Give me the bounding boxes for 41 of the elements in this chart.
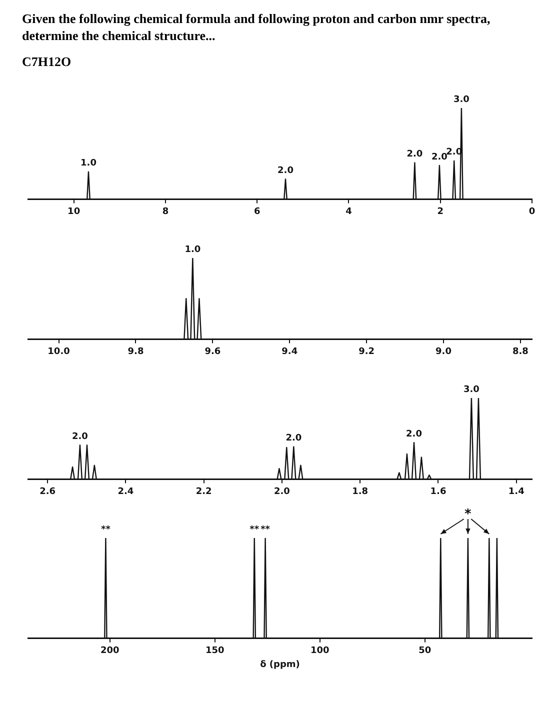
annotation: * <box>464 506 472 522</box>
x-tick-label: 2.0 <box>274 486 290 497</box>
x-tick-label: 1.6 <box>430 486 446 497</box>
annotation: 2.0 <box>431 152 448 162</box>
x-tick-label: 4 <box>346 206 352 217</box>
x-tick-label: 150 <box>206 646 224 656</box>
annotation: ** <box>250 524 260 535</box>
x-tick-label: 1.4 <box>508 486 524 497</box>
x-tick-label: 8 <box>162 206 169 217</box>
x-tick-label: 9.6 <box>204 346 221 357</box>
x-tick-label: 9.8 <box>128 346 144 357</box>
annotation: 2.0 <box>286 434 302 444</box>
annotation: 2.0 <box>278 166 294 176</box>
x-tick-label: 6 <box>254 206 260 217</box>
annotation: 1.0 <box>80 158 96 169</box>
x-tick-label: 200 <box>100 646 120 656</box>
annotation: 1.0 <box>184 244 201 255</box>
x-tick-label: 2 <box>437 206 444 217</box>
annotation: 2.0 <box>72 432 88 442</box>
annotation: ** <box>260 524 270 535</box>
x-tick-label: 8.8 <box>512 346 528 357</box>
x-tick-label: 50 <box>418 646 432 656</box>
x-tick-label: 100 <box>310 646 330 656</box>
x-tick-label: 2.6 <box>40 486 56 497</box>
x-tick-label: 10.0 <box>48 346 70 357</box>
annotation: 3.0 <box>463 384 480 395</box>
x-tick-label: 10 <box>68 206 80 217</box>
x-axis-title: δ (ppm) <box>260 660 300 670</box>
x-tick-label: 2.2 <box>196 486 212 497</box>
x-tick-label: 2.4 <box>118 486 134 497</box>
x-tick-label: 0 <box>528 206 536 217</box>
chart-title: Given the following chemical formula and following proton and carbon nmr spectra, determine the chemical structure... <box>22 10 492 44</box>
annotation: 2.0 <box>406 150 423 160</box>
x-tick-label: 9.4 <box>282 346 298 357</box>
chart-subtitle: C7H12O <box>22 54 72 70</box>
x-tick-label: 9.2 <box>358 346 375 357</box>
annotation: 2.0 <box>406 430 422 440</box>
x-tick-label: 9.0 <box>436 346 452 357</box>
annotation: ** <box>100 524 111 535</box>
annotation: 3.0 <box>453 94 470 105</box>
x-tick-label: 1.8 <box>352 486 368 497</box>
